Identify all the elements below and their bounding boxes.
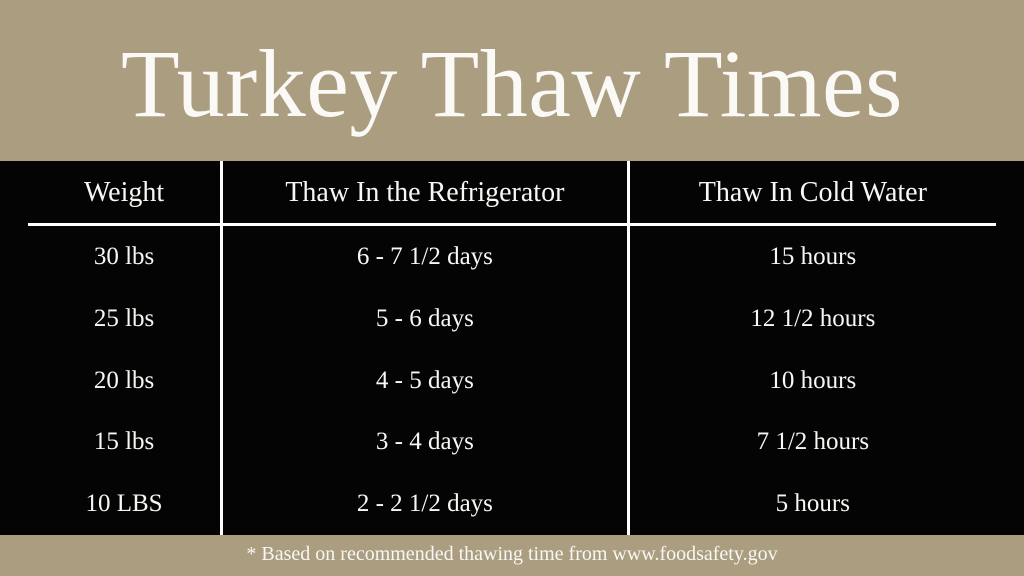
page-title: Turkey Thaw Times <box>0 28 1024 139</box>
cell-coldwater: 12 1/2 hours <box>628 288 996 350</box>
cell-coldwater: 15 hours <box>628 225 996 289</box>
cell-weight: 15 lbs <box>28 412 222 474</box>
page-container: Turkey Thaw Times Weight Thaw In the Ref… <box>0 0 1024 576</box>
cell-weight: 25 lbs <box>28 288 222 350</box>
table-header-row: Weight Thaw In the Refrigerator Thaw In … <box>28 161 996 225</box>
table-row: 20 lbs 4 - 5 days 10 hours <box>28 350 996 412</box>
cell-coldwater: 5 hours <box>628 473 996 535</box>
table-row: 10 LBS 2 - 2 1/2 days 5 hours <box>28 473 996 535</box>
table-row: 15 lbs 3 - 4 days 7 1/2 hours <box>28 412 996 474</box>
cell-fridge: 6 - 7 1/2 days <box>222 225 629 289</box>
title-band: Turkey Thaw Times <box>0 0 1024 161</box>
cell-fridge: 4 - 5 days <box>222 350 629 412</box>
col-header-coldwater: Thaw In Cold Water <box>628 161 996 225</box>
footer-note: * Based on recommended thawing time from… <box>246 543 777 565</box>
col-header-fridge: Thaw In the Refrigerator <box>222 161 629 225</box>
table-head: Weight Thaw In the Refrigerator Thaw In … <box>28 161 996 225</box>
cell-fridge: 3 - 4 days <box>222 412 629 474</box>
cell-coldwater: 10 hours <box>628 350 996 412</box>
cell-weight: 30 lbs <box>28 225 222 289</box>
footer-band: * Based on recommended thawing time from… <box>0 535 1024 576</box>
table-row: 30 lbs 6 - 7 1/2 days 15 hours <box>28 225 996 289</box>
table-wrapper: Weight Thaw In the Refrigerator Thaw In … <box>0 161 1024 535</box>
cell-fridge: 5 - 6 days <box>222 288 629 350</box>
cell-fridge: 2 - 2 1/2 days <box>222 473 629 535</box>
col-header-weight: Weight <box>28 161 222 225</box>
cell-weight: 20 lbs <box>28 350 222 412</box>
thaw-times-table: Weight Thaw In the Refrigerator Thaw In … <box>28 161 996 535</box>
cell-weight: 10 LBS <box>28 473 222 535</box>
table-row: 25 lbs 5 - 6 days 12 1/2 hours <box>28 288 996 350</box>
cell-coldwater: 7 1/2 hours <box>628 412 996 474</box>
table-body: 30 lbs 6 - 7 1/2 days 15 hours 25 lbs 5 … <box>28 225 996 536</box>
